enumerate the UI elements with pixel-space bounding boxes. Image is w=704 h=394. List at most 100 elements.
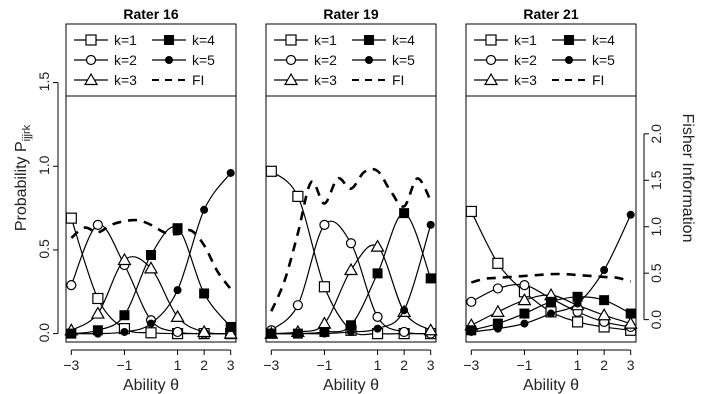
marker-triangle-open <box>597 308 612 321</box>
marker-circle-open <box>345 238 357 249</box>
marker-triangle-open <box>83 72 99 86</box>
marker-square-open <box>485 34 497 46</box>
left-y-axis-title: Probability Pijjrk <box>13 124 33 231</box>
marker-triangle-open <box>517 292 532 306</box>
marker-square-filled <box>399 208 410 219</box>
legend: k=1 k=4 k=2 k=5 k=3 FI <box>265 23 437 97</box>
x-tick-label: 2 <box>600 357 608 373</box>
marker-triangle-open <box>223 326 238 339</box>
marker-circle-filled <box>373 324 382 333</box>
marker-triangle-open <box>623 316 638 329</box>
marker-square-open <box>465 205 477 218</box>
marker-circle-filled <box>67 329 76 338</box>
marker-circle-filled <box>600 266 609 275</box>
right-y-axis-title: Fisher Information <box>679 114 696 243</box>
legend-label: k=2 <box>314 52 337 68</box>
legend-label: k=3 <box>314 72 337 88</box>
marker-square-filled <box>519 308 530 319</box>
marker-circle-filled <box>320 329 329 338</box>
x-axis-title: Ability θ <box>123 377 179 394</box>
marker-square-open <box>265 165 277 177</box>
marker-circle-open <box>372 311 383 322</box>
legend-label: k=5 <box>392 52 415 68</box>
marker-circle-open <box>319 219 330 230</box>
right-y-tick-label: 1.0 <box>648 217 664 237</box>
marker-square-filled <box>625 308 636 319</box>
marker-square-filled <box>546 296 556 307</box>
marker-circle-filled <box>520 319 529 328</box>
x-tick-label: −1 <box>316 357 332 373</box>
marker-circle-filled <box>347 327 355 336</box>
legend-label: k=3 <box>514 72 537 88</box>
right-y-axis: 0.0 0.5 1.0 1.5 2.0 <box>643 124 664 329</box>
marker-square-open <box>92 292 104 305</box>
marker-square-filled <box>599 295 610 306</box>
legend-label: k=4 <box>592 32 615 48</box>
left-y-tick-label: 1.5 <box>36 72 52 92</box>
legend-label: k=1 <box>314 32 337 48</box>
panel-title: Rater 16 <box>123 6 178 22</box>
legend-label: k=1 <box>114 32 137 48</box>
marker-triangle-open <box>117 252 132 266</box>
left-y-axis-title-subscript: ijjrk <box>21 124 33 141</box>
marker-square-filled <box>364 35 374 45</box>
marker-square-filled <box>164 35 174 45</box>
marker-circle-open <box>85 54 97 66</box>
marker-circle-open <box>399 326 410 338</box>
marker-square-open <box>492 257 504 269</box>
marker-circle-filled <box>147 319 155 328</box>
marker-circle-open <box>285 54 297 66</box>
left-y-tick-label: 0.5 <box>36 239 52 259</box>
legend-label: k=1 <box>514 32 537 48</box>
panel-title: Rater 21 <box>523 6 578 22</box>
left-y-axis-title-main: Probability P <box>13 141 30 231</box>
marker-square-filled <box>146 249 156 260</box>
panel-2: Rater 21 −3 −1 1 2 3 Ability θ k=1 k=4 k=2 k=5 k=3 F… <box>463 6 638 394</box>
marker-square-filled <box>372 268 383 279</box>
marker-triangle-open <box>170 309 185 322</box>
marker-square-open <box>571 316 584 328</box>
marker-circle-filled <box>493 324 502 333</box>
legend: k=1 k=4 k=2 k=5 k=3 FI <box>465 23 637 97</box>
left-y-tick-label: 0.0 <box>36 323 52 343</box>
marker-circle-filled <box>426 220 435 229</box>
marker-circle-open <box>172 326 183 338</box>
marker-circle-filled <box>547 309 555 318</box>
marker-square-filled <box>172 223 183 234</box>
x-axis-title: Ability θ <box>523 377 579 394</box>
marker-triangle-open <box>423 323 438 336</box>
legend-label: k=5 <box>192 52 215 68</box>
marker-triangle-open <box>370 239 385 252</box>
legend-label: FI <box>592 72 604 88</box>
marker-circle-filled <box>165 56 173 64</box>
right-y-tick-label: 0.5 <box>648 263 664 283</box>
legend-label: k=3 <box>114 72 137 88</box>
panels: Rater 16 −3 −1 1 2 3 Ability θ k=1 k=4 k=2 k=5 k=3 F… <box>63 6 638 394</box>
marker-circle-filled <box>120 327 129 336</box>
x-axis-title: Ability θ <box>323 377 379 394</box>
x-tick-label: −3 <box>463 357 479 373</box>
legend-label: FI <box>192 72 204 88</box>
x-tick-label: 1 <box>174 357 182 373</box>
marker-square-filled <box>564 35 574 45</box>
marker-square-filled <box>425 273 436 284</box>
left-y-axis: 0.0 0.5 1.0 1.5 <box>36 72 59 343</box>
marker-circle-filled <box>467 327 476 336</box>
fi-curve <box>70 218 232 290</box>
x-tick-label: 3 <box>227 357 235 373</box>
x-tick-label: 2 <box>400 357 408 373</box>
marker-square-open <box>85 34 97 46</box>
marker-square-open <box>285 34 297 46</box>
marker-circle-filled <box>93 329 102 338</box>
marker-circle-open <box>519 279 530 291</box>
marker-circle-open <box>66 279 77 291</box>
panel-1: Rater 19 −3 −1 1 2 3 Ability θ k=1 k=4 k=2 k=5 k=3 F… <box>263 6 438 394</box>
marker-triangle-open <box>483 72 499 86</box>
marker-circle-filled <box>293 329 302 338</box>
marker-circle-filled <box>365 56 373 64</box>
marker-circle-filled <box>173 286 182 295</box>
fi-curve <box>470 272 632 284</box>
x-tick-label: 1 <box>574 357 582 373</box>
panel-0: Rater 16 −3 −1 1 2 3 Ability θ k=1 k=4 k=2 k=5 k=3 F… <box>63 6 238 394</box>
x-tick-label: −3 <box>63 357 79 373</box>
